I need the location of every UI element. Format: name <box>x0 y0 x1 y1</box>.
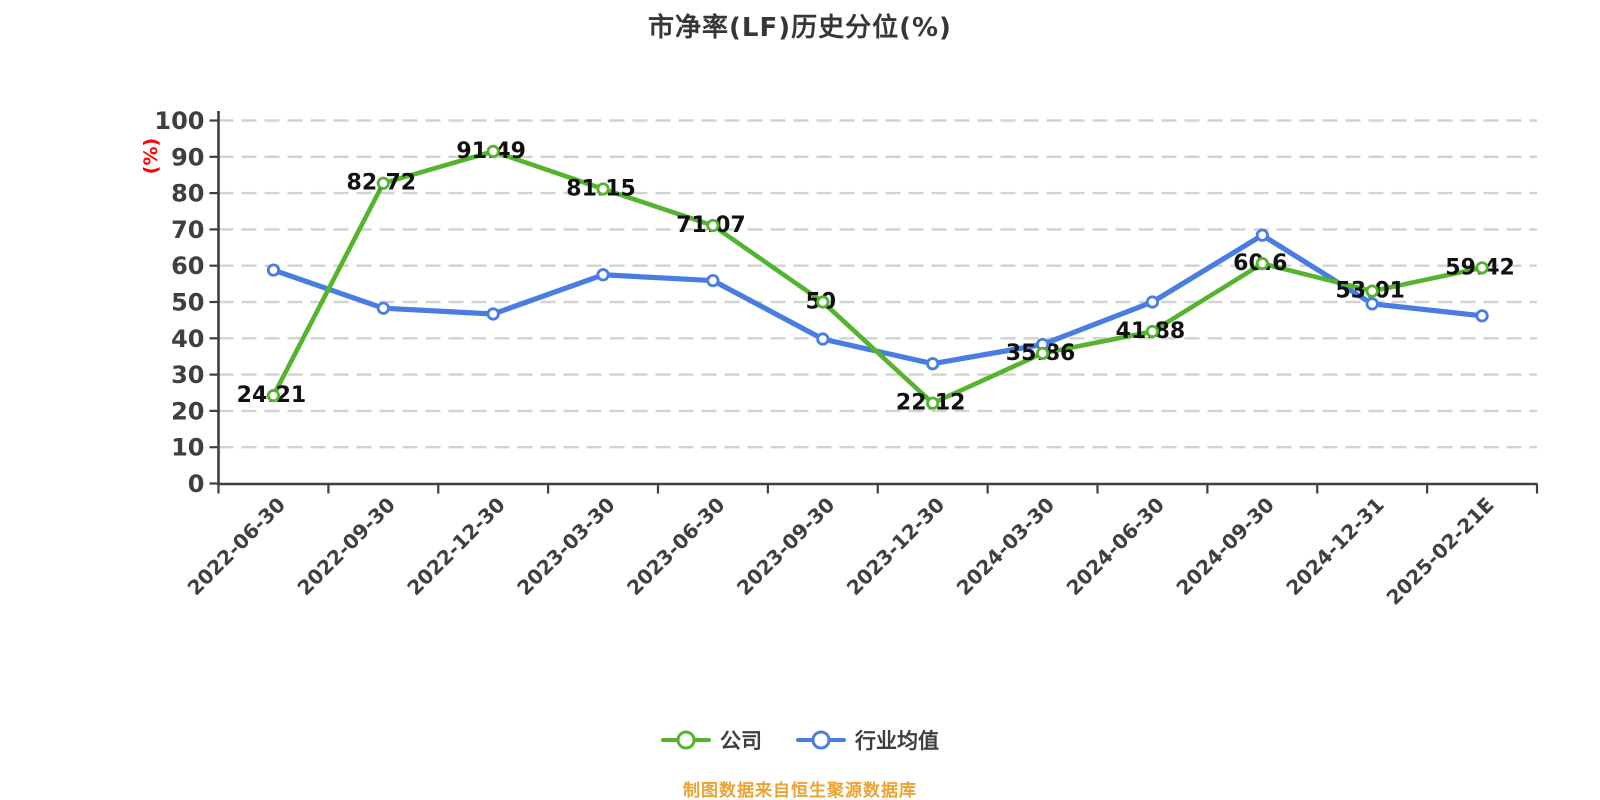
legend-dot-green <box>676 730 696 750</box>
company-data-point <box>266 389 281 403</box>
company-data-point <box>926 396 940 410</box>
y-tick-label: 80 <box>171 180 204 208</box>
industry-data-point <box>266 263 281 277</box>
industry-series-line <box>270 232 1485 367</box>
x-tick-label: 2022-09-30 <box>292 493 399 600</box>
legend-item-industry-average[interactable]: 行业均值 <box>796 725 939 755</box>
y-axis-unit-label: (%) <box>140 138 162 174</box>
x-tick-label: 2024-03-30 <box>952 493 1059 600</box>
company-data-point <box>1035 346 1050 360</box>
legend-dot-blue <box>811 730 831 750</box>
y-tick-label: 40 <box>171 325 204 353</box>
industry-data-point <box>706 273 720 288</box>
data-source-note: 制图数据来自恒生聚源数据库 <box>683 781 917 800</box>
x-tick-label: 2024-12-31 <box>1281 493 1388 600</box>
company-data-point <box>486 144 500 158</box>
company-data-point <box>1145 324 1160 339</box>
industry-data-point <box>376 301 390 315</box>
y-tick-label: 10 <box>171 434 204 462</box>
industry-data-point <box>1255 228 1269 242</box>
company-data-point <box>596 182 610 196</box>
x-tick-label: 2022-06-30 <box>183 493 290 600</box>
legend-item-company[interactable]: 公司 <box>661 725 762 755</box>
industry-data-point <box>486 307 500 321</box>
legend: 公司 行业均值 <box>0 725 1600 755</box>
y-tick-label: 30 <box>171 361 204 389</box>
industry-data-point <box>1365 297 1379 311</box>
x-tick-label: 2025-02-21E <box>1382 493 1499 610</box>
x-tick-label: 2023-12-30 <box>842 493 949 600</box>
company-data-point <box>1255 256 1269 271</box>
company-data-point <box>1365 284 1379 298</box>
y-tick-label: 50 <box>171 289 204 317</box>
y-tick-label: 60 <box>171 252 204 280</box>
company-data-point <box>1475 261 1489 275</box>
y-tick-label: 90 <box>171 143 204 171</box>
industry-data-point <box>1145 295 1160 309</box>
company-series-marker-icon <box>661 730 711 750</box>
y-tick-label: 0 <box>188 470 205 498</box>
x-tick-label: 2023-03-30 <box>512 493 619 600</box>
company-series-line <box>271 149 1485 406</box>
y-tick-label: 20 <box>171 397 204 425</box>
company-data-point <box>706 218 720 233</box>
x-tick-label: 2024-06-30 <box>1062 493 1169 600</box>
legend-label-company: 公司 <box>720 729 762 753</box>
x-tick-label: 2022-12-30 <box>402 493 509 600</box>
y-tick-label: 100 <box>154 107 204 135</box>
company-data-point <box>816 295 830 309</box>
x-tick-label: 2023-06-30 <box>622 493 729 600</box>
legend-label-industry-average: 行业均值 <box>855 729 939 753</box>
y-tick-label: 70 <box>171 216 204 244</box>
x-tick-label: 2023-09-30 <box>732 493 839 600</box>
x-tick-label: 2024-09-30 <box>1171 493 1278 600</box>
chart-title: 市净率(LF)历史分位(%) <box>648 13 952 43</box>
industry-data-point <box>1475 309 1489 323</box>
industry-series-marker-icon <box>796 730 846 750</box>
company-data-point <box>376 176 390 190</box>
industry-data-point <box>816 332 830 346</box>
industry-data-point <box>926 357 940 371</box>
industry-data-point <box>596 268 610 282</box>
